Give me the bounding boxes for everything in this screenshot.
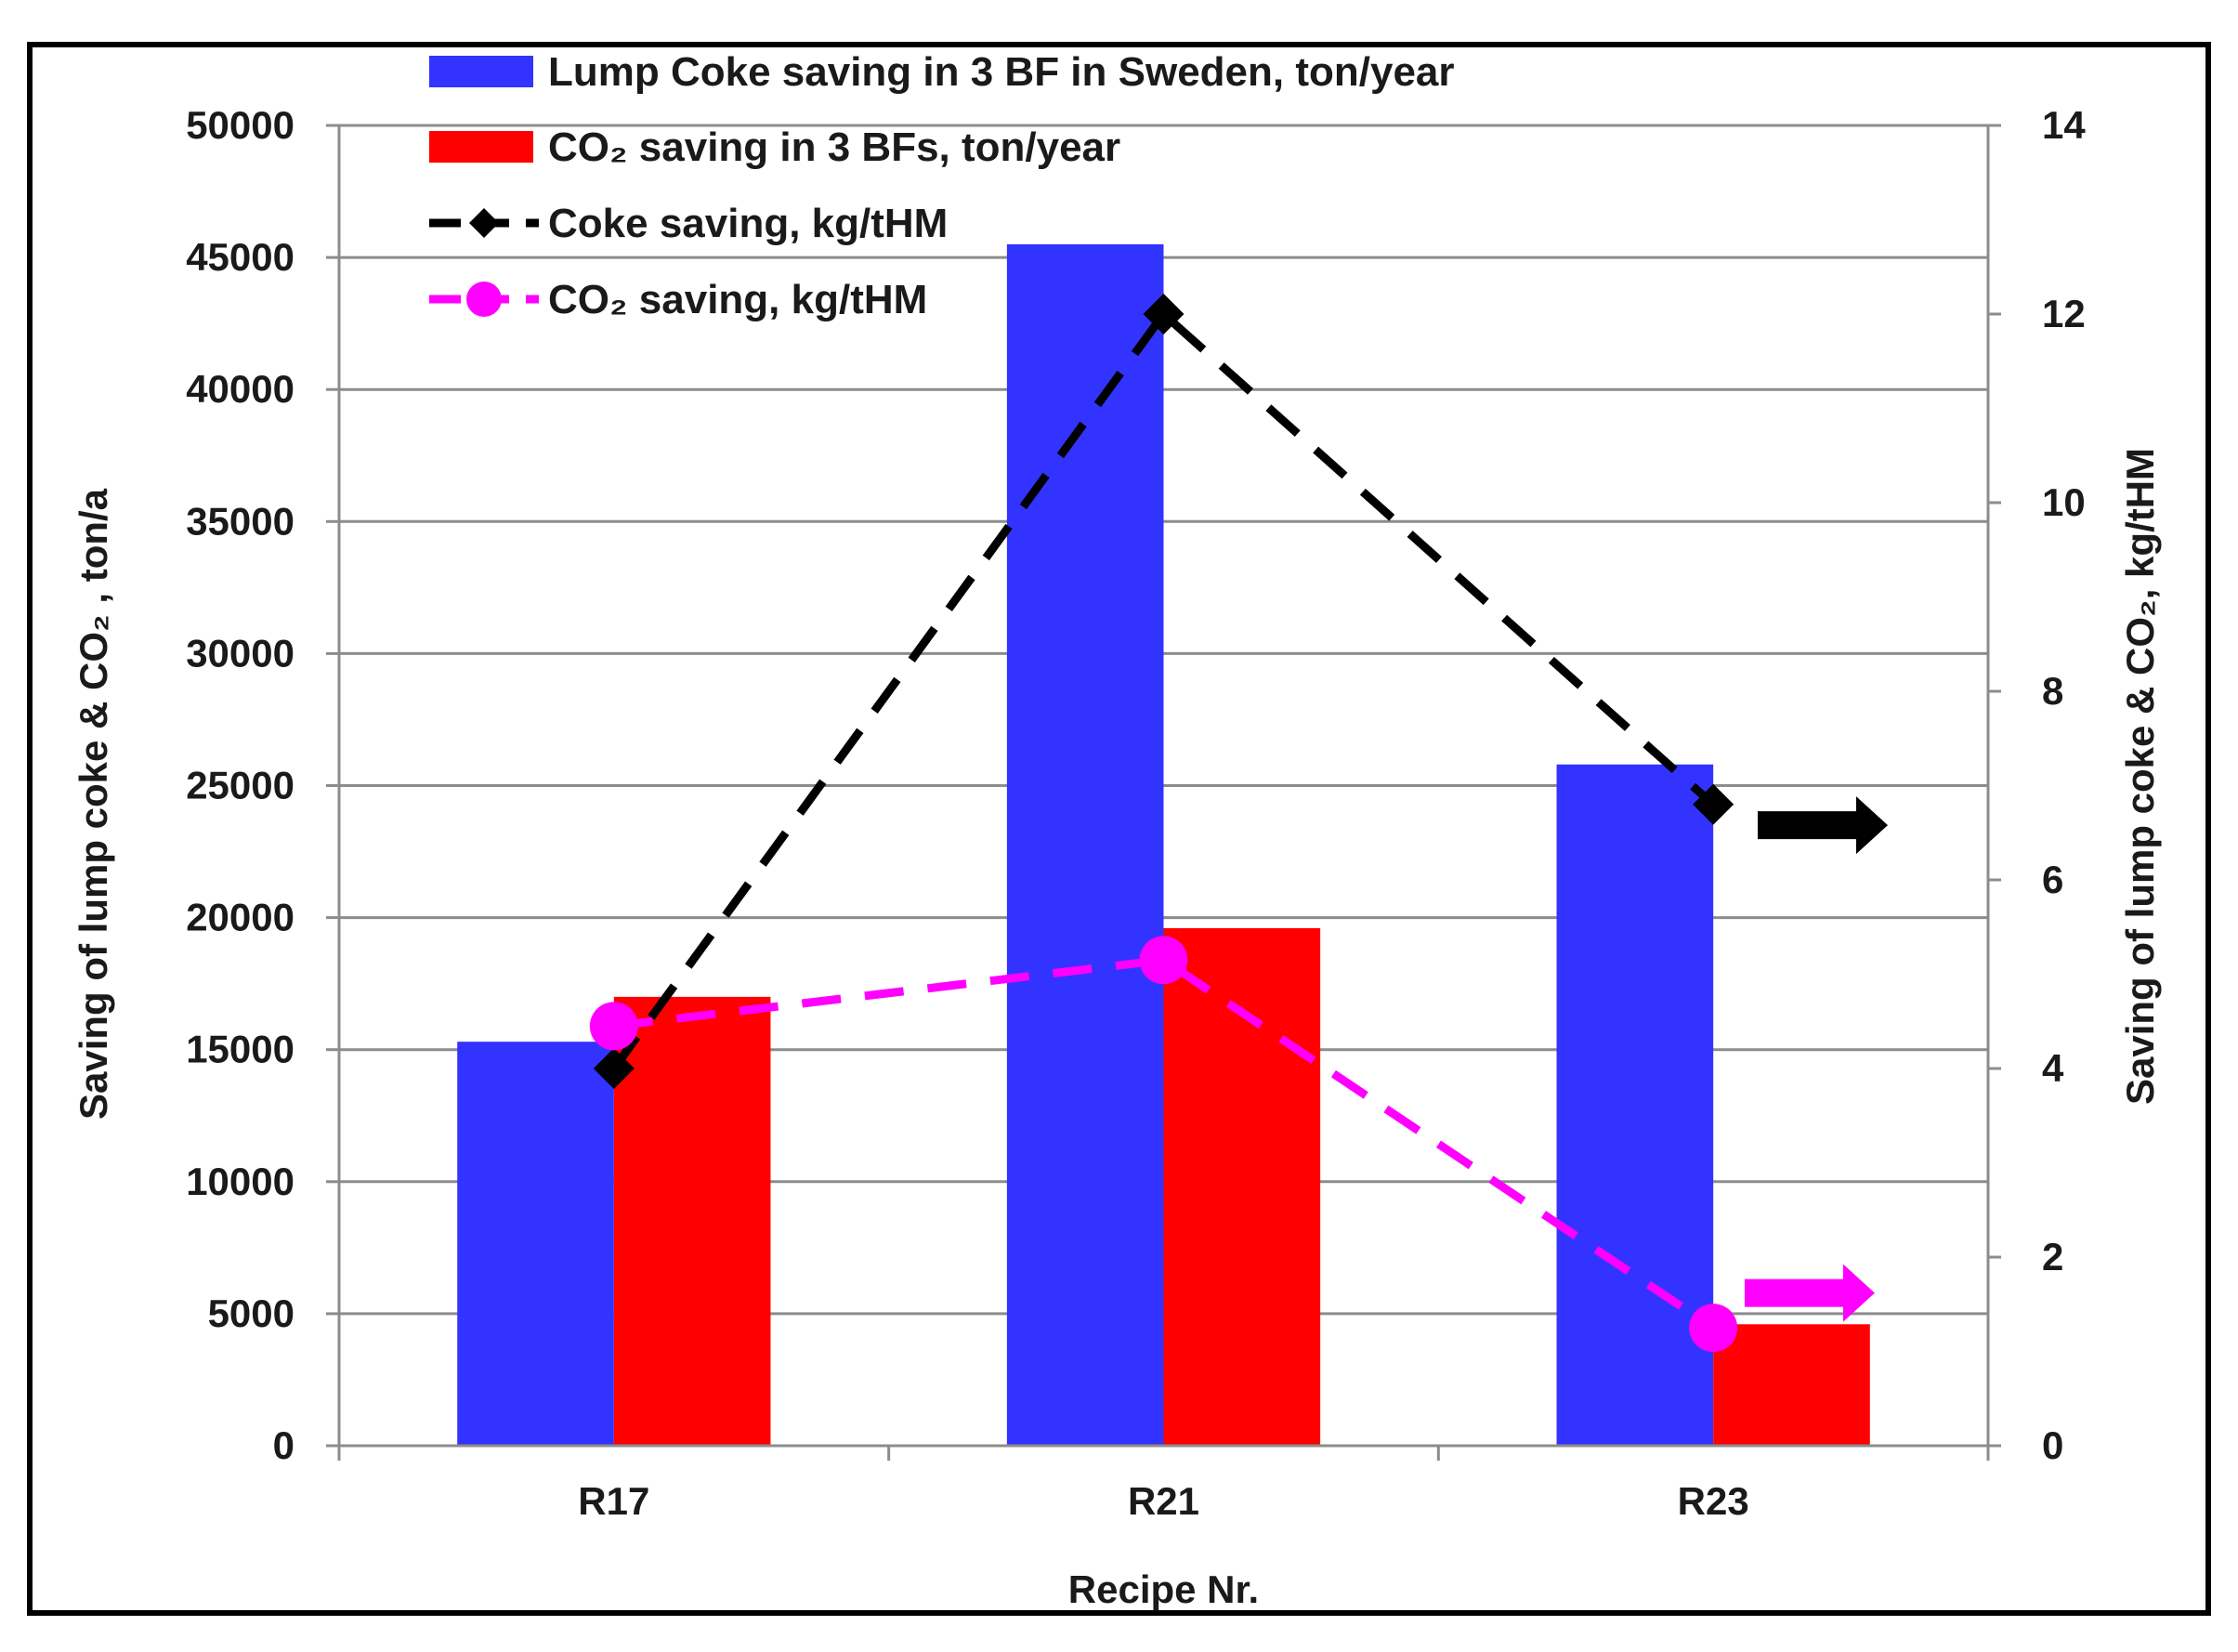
annotations [1745, 796, 1888, 1322]
left-tick-label: 50000 [186, 103, 294, 147]
bars [457, 243, 1870, 1446]
lines [589, 294, 1738, 1353]
bar-r21-series-1 [1006, 243, 1164, 1446]
legend-label-2: CO₂ saving in 3 BFs, ton/year [548, 125, 1120, 170]
x-axis-title: Recipe Nr. [1068, 1567, 1259, 1611]
diamond-marker-r23 [1693, 783, 1734, 825]
line-series-1 [610, 308, 1717, 1071]
legend: Lump Coke saving in 3 BF in Sweden, ton/… [429, 49, 1455, 322]
right-arrow-annotation-2 [1745, 1264, 1875, 1322]
right-axis-title: Saving of lump coke & CO₂, kg/tHM [2118, 448, 2162, 1105]
left-tick-label: 0 [273, 1423, 294, 1467]
right-tick-label: 0 [2042, 1423, 2063, 1467]
legend-label-1: Lump Coke saving in 3 BF in Sweden, ton/… [548, 49, 1455, 95]
right-tick-label: 12 [2042, 292, 2086, 335]
right-arrow-annotation-1 [1758, 796, 1888, 855]
legend-label-3: Coke saving, kg/tHM [548, 201, 948, 246]
axes: 0 5000 10000 15000 20000 25000 30000 35000 40000… [72, 103, 2162, 1611]
bar-r21-series-2 [1163, 927, 1321, 1446]
category-label-r21: R21 [1128, 1479, 1199, 1523]
left-tick-label: 5000 [208, 1291, 294, 1335]
diamond-marker-r17 [593, 1048, 635, 1089]
circle-marker-r17 [589, 1002, 638, 1051]
left-axis-title: Saving of lump coke & CO₂ , ton/a [72, 488, 115, 1120]
circle-marker-r21 [1139, 936, 1188, 985]
left-tick-label: 25000 [186, 764, 294, 807]
legend-label-4: CO₂ saving, kg/tHM [548, 277, 927, 322]
legend-circle-marker [466, 282, 502, 317]
left-tick-label: 45000 [186, 235, 294, 279]
bar-r17-series-2 [613, 996, 771, 1446]
right-tick-label: 8 [2042, 669, 2063, 713]
category-label-r17: R17 [578, 1479, 649, 1523]
legend-swatch-2 [429, 131, 533, 163]
left-tick-label: 20000 [186, 896, 294, 939]
left-tick-label: 10000 [186, 1160, 294, 1203]
right-tick-label: 10 [2042, 480, 2086, 524]
diamond-marker-r21 [1143, 294, 1184, 334]
right-tick-label: 6 [2042, 858, 2063, 901]
legend-swatch-1 [429, 56, 533, 87]
right-tick-label: 2 [2042, 1235, 2063, 1278]
bar-r23-series-2 [1713, 1324, 1870, 1446]
left-tick-label: 30000 [186, 631, 294, 675]
circle-marker-r23 [1689, 1304, 1738, 1353]
legend-diamond-marker [469, 208, 499, 238]
bar-r17-series-1 [457, 1042, 614, 1446]
left-tick-label: 40000 [186, 367, 294, 411]
right-tick-label: 14 [2042, 103, 2086, 147]
category-label-r23: R23 [1678, 1479, 1749, 1523]
left-tick-label: 35000 [186, 499, 294, 543]
bar-r23-series-1 [1556, 764, 1714, 1446]
left-tick-label: 15000 [186, 1028, 294, 1071]
right-tick-label: 4 [2042, 1046, 2064, 1090]
